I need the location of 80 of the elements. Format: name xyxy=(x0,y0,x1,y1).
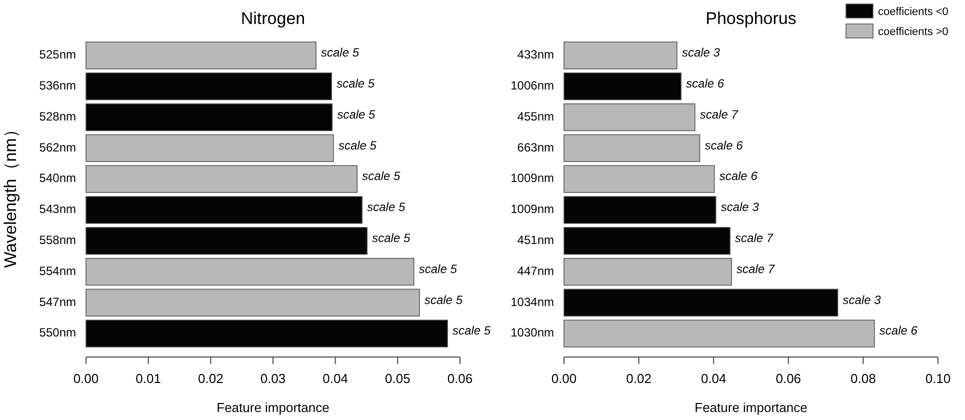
bar xyxy=(564,227,730,255)
x-axis-title: Feature importance xyxy=(216,400,330,415)
x-tick-label: 0.05 xyxy=(385,371,410,386)
y-tick-label: 455nm xyxy=(517,109,554,124)
y-tick-label: 543nm xyxy=(39,202,76,216)
bar xyxy=(564,42,678,70)
bar xyxy=(86,288,420,316)
bar xyxy=(564,134,700,162)
y-tick-label: 1009nm xyxy=(510,171,554,186)
y-tick-label: 433nm xyxy=(517,48,554,62)
x-tick-label: 0.04 xyxy=(700,371,726,386)
x-tick-label: 0.04 xyxy=(322,371,348,386)
x-tick-label: 0.01 xyxy=(136,371,161,386)
data-label: scale 5 xyxy=(337,107,376,122)
data-label: scale 6 xyxy=(686,76,724,91)
x-tick-label: 0.00 xyxy=(551,371,577,386)
bar xyxy=(86,227,368,255)
bar xyxy=(86,103,333,132)
data-label: scale 5 xyxy=(336,76,375,91)
bar xyxy=(86,165,358,193)
legend-label: coefficients <0 xyxy=(878,6,948,18)
bar xyxy=(564,196,716,224)
data-label: scale 5 xyxy=(372,231,410,246)
data-label: scale 5 xyxy=(362,169,400,184)
y-tick-label: 536nm xyxy=(39,78,76,93)
x-tick-label: 0.06 xyxy=(447,371,473,386)
data-label: scale 3 xyxy=(720,200,760,214)
x-tick-label: 0.02 xyxy=(198,371,224,386)
data-label: scale 5 xyxy=(452,324,491,338)
data-label: scale 6 xyxy=(719,169,758,184)
x-tick-label: 0.03 xyxy=(260,371,286,386)
chart-title: Nitrogen xyxy=(240,9,306,28)
bar xyxy=(564,103,696,132)
y-tick-label: 528nm xyxy=(39,109,76,124)
data-label: scale 7 xyxy=(735,231,774,246)
y-tick-label: 540nm xyxy=(39,171,76,186)
x-tick-label: 0.08 xyxy=(850,371,876,386)
data-label: scale 3 xyxy=(682,46,720,60)
data-label: scale 5 xyxy=(338,138,377,152)
y-tick-label: 1009nm xyxy=(510,202,554,216)
bar xyxy=(564,288,838,316)
bar xyxy=(86,320,448,348)
data-label: scale 6 xyxy=(879,324,918,338)
y-axis-title: Wavelength（nm） xyxy=(1,121,20,268)
x-tick-label: 0.00 xyxy=(73,371,99,386)
data-label: scale 5 xyxy=(424,292,463,307)
bar xyxy=(564,165,715,193)
bar xyxy=(86,72,332,100)
data-label: scale 6 xyxy=(704,138,744,152)
bar xyxy=(564,72,682,100)
y-tick-label: 525nm xyxy=(39,48,76,62)
x-tick-label: 0.02 xyxy=(626,371,652,386)
y-tick-label: 1034nm xyxy=(510,294,554,309)
bar xyxy=(564,320,875,348)
data-label: scale 5 xyxy=(367,200,406,214)
bar xyxy=(564,258,732,286)
y-tick-label: 1006nm xyxy=(510,78,554,93)
y-tick-label: 558nm xyxy=(39,233,76,248)
x-tick-label: 0.10 xyxy=(925,371,951,386)
bar xyxy=(86,42,316,70)
x-axis-title: Feature importance xyxy=(694,400,808,415)
data-label: scale 3 xyxy=(842,292,882,307)
legend-label: coefficients >0 xyxy=(878,26,948,38)
y-tick-label: 447nm xyxy=(517,264,554,278)
data-label: scale 5 xyxy=(321,46,360,60)
y-tick-label: 554nm xyxy=(39,264,76,278)
y-tick-label: 562nm xyxy=(39,140,76,154)
y-tick-label: 1030nm xyxy=(510,326,554,340)
bar xyxy=(86,196,363,224)
data-label: scale 7 xyxy=(700,107,740,122)
bar xyxy=(86,258,414,286)
x-tick-label: 0.06 xyxy=(776,371,802,386)
bar xyxy=(86,134,334,162)
data-label: scale 7 xyxy=(736,262,776,276)
y-tick-label: 547nm xyxy=(39,294,76,309)
data-label: scale 5 xyxy=(418,262,458,276)
y-tick-label: 663nm xyxy=(517,140,554,154)
y-tick-label: 550nm xyxy=(39,326,76,340)
y-tick-label: 451nm xyxy=(517,233,554,248)
chart-title: Phosphorus xyxy=(706,9,796,28)
